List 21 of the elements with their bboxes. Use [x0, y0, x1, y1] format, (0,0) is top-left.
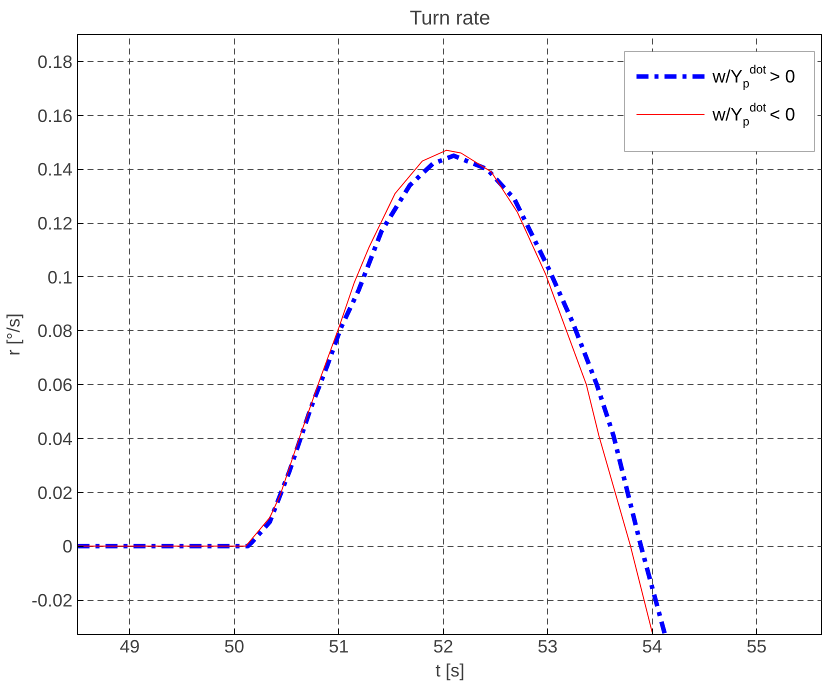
x-tick-label: 50	[224, 636, 244, 656]
y-tick-label: 0	[62, 536, 73, 557]
x-tick-label: 49	[120, 636, 140, 656]
y-tick-label: 0.04	[37, 428, 73, 449]
x-tick-label: 51	[328, 636, 349, 656]
y-tick-label: -0.02	[31, 590, 73, 611]
x-tick-label: 53	[538, 636, 558, 656]
x-tick-label: 55	[746, 636, 767, 656]
chart-title: Turn rate	[410, 8, 490, 30]
y-tick-label: 0.14	[37, 160, 73, 180]
x-axis-title: t [s]	[436, 660, 465, 680]
y-tick-label: 0.08	[37, 321, 73, 342]
y-tick-label: 0.12	[37, 214, 73, 234]
x-tick-label: 52	[433, 636, 454, 656]
y-tick-label: 0.16	[37, 106, 73, 126]
x-tick-label: 54	[642, 636, 662, 656]
y-tick-label: 0.02	[37, 482, 73, 503]
y-tick-label: 0.18	[37, 52, 73, 72]
y-tick-label: 0.06	[37, 375, 73, 396]
y-axis-title: r [°/s]	[3, 313, 24, 356]
y-tick-label: 0.1	[47, 267, 73, 288]
